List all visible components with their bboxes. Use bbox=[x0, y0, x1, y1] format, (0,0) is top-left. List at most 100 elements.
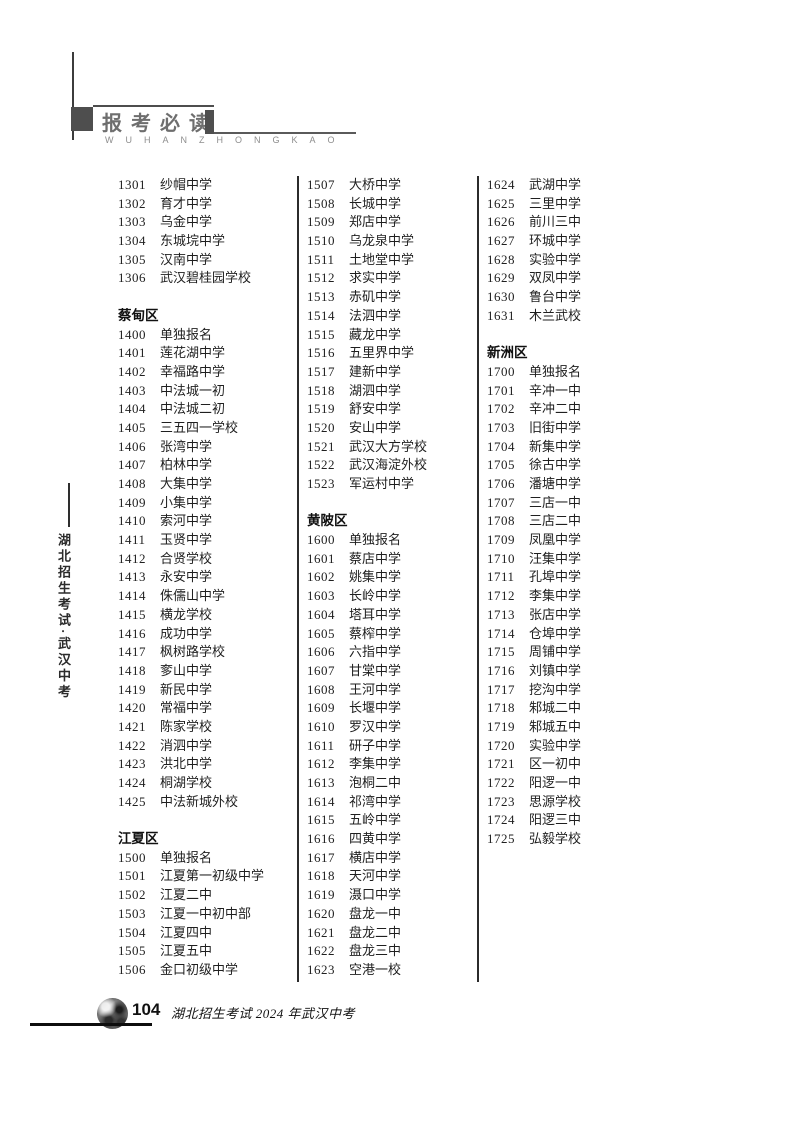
school-code: 1521 bbox=[307, 438, 335, 454]
school-code: 1305 bbox=[118, 251, 146, 267]
school-name: 大桥中学 bbox=[349, 177, 402, 192]
page-number: 104 bbox=[132, 1000, 161, 1019]
school-code: 1406 bbox=[118, 438, 146, 454]
school-entry: 1513 赤矶中学 bbox=[307, 288, 479, 307]
school-name: 江夏一中初中部 bbox=[160, 905, 252, 921]
school-entry: 1624 武湖中学 bbox=[487, 176, 659, 195]
school-code: 1713 bbox=[487, 606, 515, 622]
school-name: 张湾中学 bbox=[160, 438, 213, 454]
school-code: 1513 bbox=[307, 289, 335, 305]
school-entry: 1304 东城垸中学 bbox=[118, 232, 290, 251]
school-list-column-2: 1507 大桥中学 1508 长城中学 1509 郑店中学 1510 乌龙泉中学 1511 土地堂… bbox=[307, 176, 479, 980]
school-entry: 1701 辛冲一中 bbox=[487, 382, 659, 401]
school-entry: 1705 徐古中学 bbox=[487, 456, 659, 475]
school-name: 阳逻一中 bbox=[529, 775, 582, 790]
school-entry: 1611 研子中学 bbox=[307, 737, 479, 756]
school-name: 武汉大方学校 bbox=[349, 438, 428, 454]
school-entry: 1707 三店一中 bbox=[487, 494, 659, 513]
school-name: 藏龙中学 bbox=[349, 326, 402, 342]
school-name: 横龙学校 bbox=[160, 606, 213, 622]
school-code: 1715 bbox=[487, 644, 515, 660]
school-entry: 1502 江夏二中 bbox=[118, 886, 290, 905]
school-entry: 1626 前川三中 bbox=[487, 213, 659, 232]
school-name: 单独报名 bbox=[529, 363, 582, 379]
school-name: 木兰武校 bbox=[529, 307, 582, 323]
school-name: 盘龙三中 bbox=[349, 943, 402, 959]
school-entry: 1523 军运村中学 bbox=[307, 475, 479, 494]
school-code: 1400 bbox=[118, 326, 146, 342]
school-code: 1303 bbox=[118, 214, 146, 230]
school-entry: 1702 辛冲二中 bbox=[487, 400, 659, 419]
school-code: 1506 bbox=[118, 961, 146, 977]
school-entry: 1627 环城中学 bbox=[487, 232, 659, 251]
school-name: 江夏五中 bbox=[160, 943, 213, 959]
school-code: 1723 bbox=[487, 793, 515, 809]
school-entry: 1517 建新中学 bbox=[307, 363, 479, 382]
school-code: 1604 bbox=[307, 606, 335, 622]
school-code: 1621 bbox=[307, 924, 335, 940]
school-entry: 1622 盘龙三中 bbox=[307, 942, 479, 961]
school-entry: 1615 五岭中学 bbox=[307, 811, 479, 830]
school-name: 四黄中学 bbox=[349, 831, 402, 847]
school-code: 1421 bbox=[118, 718, 146, 734]
row-spacer bbox=[118, 811, 290, 830]
school-name: 幸福路中学 bbox=[160, 363, 226, 379]
school-entry: 1518 湖泗中学 bbox=[307, 382, 479, 401]
school-name: 纱帽中学 bbox=[160, 177, 213, 192]
school-code: 1419 bbox=[118, 681, 146, 697]
school-name: 法泗中学 bbox=[349, 307, 402, 323]
school-code: 1504 bbox=[118, 924, 146, 940]
school-name: 前川三中 bbox=[529, 214, 582, 230]
school-name: 双凤中学 bbox=[529, 270, 582, 286]
school-entry: 1416 成功中学 bbox=[118, 625, 290, 644]
school-code: 1721 bbox=[487, 756, 515, 772]
school-name: 徐古中学 bbox=[529, 457, 582, 473]
school-code: 1409 bbox=[118, 494, 146, 510]
school-entry: 1302 育才中学 bbox=[118, 195, 290, 214]
school-code: 1620 bbox=[307, 905, 335, 921]
school-name: 赤矶中学 bbox=[349, 289, 402, 305]
school-entry: 1720 实验中学 bbox=[487, 737, 659, 756]
school-name: 辛冲二中 bbox=[529, 401, 582, 417]
school-entry: 1613 泡桐二中 bbox=[307, 774, 479, 793]
school-name: 舒安中学 bbox=[349, 401, 402, 417]
school-name: 三店一中 bbox=[529, 494, 582, 510]
school-entry: 1522 武汉海淀外校 bbox=[307, 456, 479, 475]
school-entry: 1703 旧街中学 bbox=[487, 419, 659, 438]
school-entry: 1608 王河中学 bbox=[307, 681, 479, 700]
school-code: 1722 bbox=[487, 775, 515, 790]
page-title-pinyin: WUHANZHONGKAO bbox=[105, 135, 347, 145]
school-code: 1509 bbox=[307, 214, 335, 230]
school-code: 1407 bbox=[118, 457, 146, 473]
school-entry: 1609 长堰中学 bbox=[307, 699, 479, 718]
school-name: 乌金中学 bbox=[160, 214, 213, 230]
school-code: 1424 bbox=[118, 775, 146, 790]
school-entry: 1412 合贤学校 bbox=[118, 550, 290, 569]
school-name: 蔡店中学 bbox=[349, 550, 402, 566]
school-code: 1711 bbox=[487, 569, 515, 585]
school-name: 刘镇中学 bbox=[529, 662, 582, 678]
school-code: 1708 bbox=[487, 513, 515, 529]
school-code: 1613 bbox=[307, 775, 335, 790]
school-entry: 1619 滠口中学 bbox=[307, 886, 479, 905]
school-name: 求实中学 bbox=[349, 270, 402, 286]
school-name: 实验中学 bbox=[529, 737, 582, 753]
school-entry: 1515 藏龙中学 bbox=[307, 326, 479, 345]
school-name: 横店中学 bbox=[349, 849, 402, 865]
school-entry: 1410 索河中学 bbox=[118, 512, 290, 531]
school-code: 1627 bbox=[487, 233, 515, 249]
school-code: 1703 bbox=[487, 419, 515, 435]
school-name: 中法城二初 bbox=[160, 401, 226, 417]
school-name: 消泗中学 bbox=[160, 737, 213, 753]
school-code: 1414 bbox=[118, 588, 146, 604]
school-code: 1707 bbox=[487, 494, 515, 510]
school-name: 湖泗中学 bbox=[349, 382, 402, 398]
school-code: 1625 bbox=[487, 195, 515, 211]
school-name: 挖沟中学 bbox=[529, 681, 582, 697]
school-name: 单独报名 bbox=[160, 326, 213, 342]
school-entry: 1421 陈家学校 bbox=[118, 718, 290, 737]
school-code: 1609 bbox=[307, 700, 335, 716]
school-name: 李集中学 bbox=[349, 756, 402, 772]
school-entry: 1601 蔡店中学 bbox=[307, 550, 479, 569]
school-name: 中法新城外校 bbox=[160, 793, 239, 809]
